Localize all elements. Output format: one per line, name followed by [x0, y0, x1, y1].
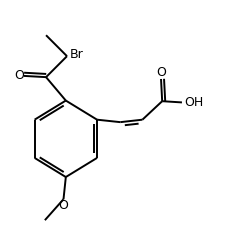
Text: OH: OH — [184, 96, 203, 109]
Text: O: O — [14, 69, 24, 82]
Text: O: O — [156, 66, 166, 79]
Text: O: O — [58, 199, 68, 212]
Text: Br: Br — [70, 48, 84, 62]
